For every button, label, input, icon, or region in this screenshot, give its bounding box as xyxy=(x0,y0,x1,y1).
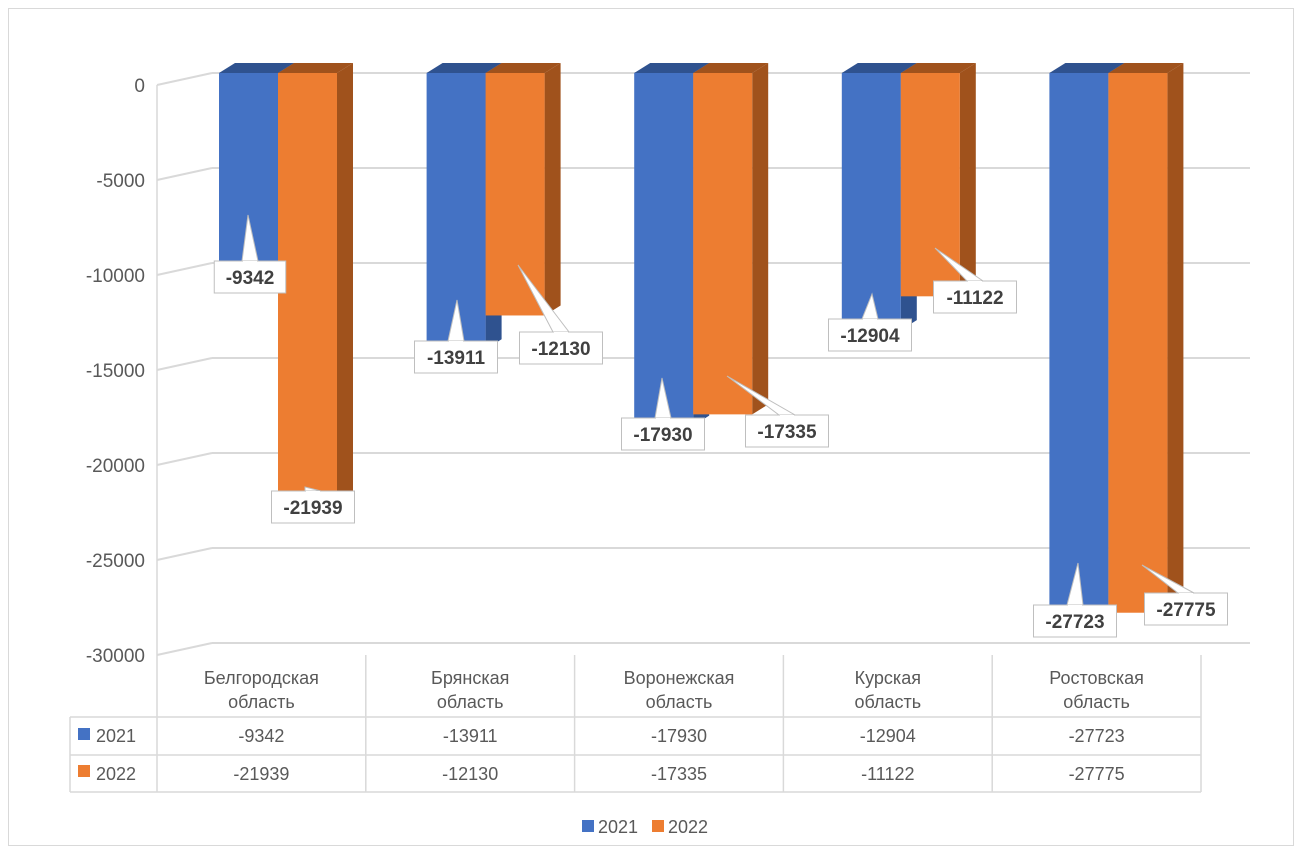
table-cell-2022: -11122 xyxy=(861,764,914,784)
data-label-box xyxy=(519,331,603,365)
category-label-line1: Воронежская xyxy=(624,668,735,688)
gridline-depth xyxy=(156,357,213,371)
y-tick-label: -15000 xyxy=(86,361,145,382)
data-label: -9342 xyxy=(226,268,275,289)
data-label-box xyxy=(828,318,912,352)
y-tick-label: -10000 xyxy=(86,266,145,287)
y-tick-label: -25000 xyxy=(86,551,145,572)
table-cell-2021: -17930 xyxy=(651,726,707,746)
legend-label-2022: 2022 xyxy=(668,817,708,837)
category-label-line1: Ростовская xyxy=(1049,668,1144,688)
category-label-line2: область xyxy=(437,692,504,712)
category-label-line2: область xyxy=(646,692,713,712)
bar-2022-2 xyxy=(693,73,753,415)
table-row-header-2022: 2022 xyxy=(96,764,136,784)
bar-side xyxy=(544,63,561,316)
legend-key-2022 xyxy=(652,820,664,832)
bar-top xyxy=(485,63,561,73)
data-label-box xyxy=(414,340,498,374)
data-label-box xyxy=(933,280,1017,314)
data-label: -17335 xyxy=(757,422,817,443)
data-label-box xyxy=(1144,592,1228,626)
bar-2022-4 xyxy=(1108,73,1168,613)
category-label-line2: область xyxy=(1063,692,1130,712)
data-label: -13911 xyxy=(427,348,486,369)
gridline-depth xyxy=(156,262,213,276)
data-label: -27775 xyxy=(1156,600,1216,621)
gridline-depth xyxy=(156,72,213,86)
bar-top xyxy=(693,63,769,73)
data-label-joint xyxy=(863,319,877,321)
table-cell-2022: -21939 xyxy=(233,764,289,784)
bar-side xyxy=(337,63,353,502)
data-label: -17930 xyxy=(633,425,692,446)
bar-top xyxy=(1049,63,1125,73)
data-label-joint xyxy=(780,415,794,417)
table-cell-2022: -17335 xyxy=(651,764,707,784)
data-label-box xyxy=(1033,604,1117,638)
table-cell-2021: -27723 xyxy=(1069,726,1125,746)
table-cell-2021: -9342 xyxy=(238,726,284,746)
data-label-joint xyxy=(1179,593,1193,595)
data-label-joint xyxy=(449,341,463,343)
bar-top xyxy=(426,63,502,73)
data-label: -11122 xyxy=(946,288,1003,309)
data-label-joint xyxy=(243,261,257,263)
gridline-depth xyxy=(156,547,213,561)
data-label: -12130 xyxy=(531,339,590,360)
bar-top xyxy=(1108,63,1184,73)
bar-side xyxy=(959,63,976,297)
gridline-depth xyxy=(156,642,213,656)
legend-key-2021 xyxy=(582,820,594,832)
gridline-depth xyxy=(156,452,213,466)
bar-top xyxy=(900,63,976,73)
legend-label-2021: 2021 xyxy=(598,817,638,837)
category-label-line1: Курская xyxy=(855,668,921,688)
bar-2022-0 xyxy=(278,73,337,502)
data-label-joint xyxy=(1068,605,1082,607)
data-label: -27723 xyxy=(1045,612,1104,633)
data-label-box xyxy=(271,490,355,524)
table-key-2021 xyxy=(78,728,90,740)
y-tick-label: -5000 xyxy=(96,171,145,192)
data-label-joint xyxy=(968,281,982,283)
gridline-depth xyxy=(156,167,213,181)
category-label-line1: Брянская xyxy=(431,668,509,688)
data-label: -12904 xyxy=(840,326,900,347)
category-label-line2: область xyxy=(854,692,921,712)
data-label-joint xyxy=(656,418,670,420)
bar-top xyxy=(219,63,294,73)
bar-2022-1 xyxy=(485,73,545,316)
data-label: -21939 xyxy=(283,498,342,519)
bar-top xyxy=(841,63,917,73)
category-label-line1: Белгородская xyxy=(204,668,319,688)
bar-top xyxy=(634,63,710,73)
data-label-joint xyxy=(554,332,568,334)
table-cell-2021: -12904 xyxy=(860,726,916,746)
table-key-2022 xyxy=(78,765,90,777)
bar-side xyxy=(1167,63,1184,613)
bar-2021-3 xyxy=(841,73,901,331)
table-cell-2022: -12130 xyxy=(442,764,498,784)
bar-top xyxy=(278,63,353,73)
y-tick-label: -30000 xyxy=(86,646,145,667)
bar-2021-2 xyxy=(634,73,694,426)
data-label-box xyxy=(621,417,705,451)
y-tick-label: -20000 xyxy=(86,456,145,477)
y-tick-label: 0 xyxy=(134,76,145,97)
bar-side xyxy=(752,63,769,415)
table-row-header-2021: 2021 xyxy=(96,726,136,746)
table-cell-2022: -27775 xyxy=(1069,764,1125,784)
data-label-joint xyxy=(306,491,320,493)
bar-2021-4 xyxy=(1049,73,1109,612)
table-cell-2021: -13911 xyxy=(443,726,498,746)
category-label-line2: область xyxy=(228,692,295,712)
